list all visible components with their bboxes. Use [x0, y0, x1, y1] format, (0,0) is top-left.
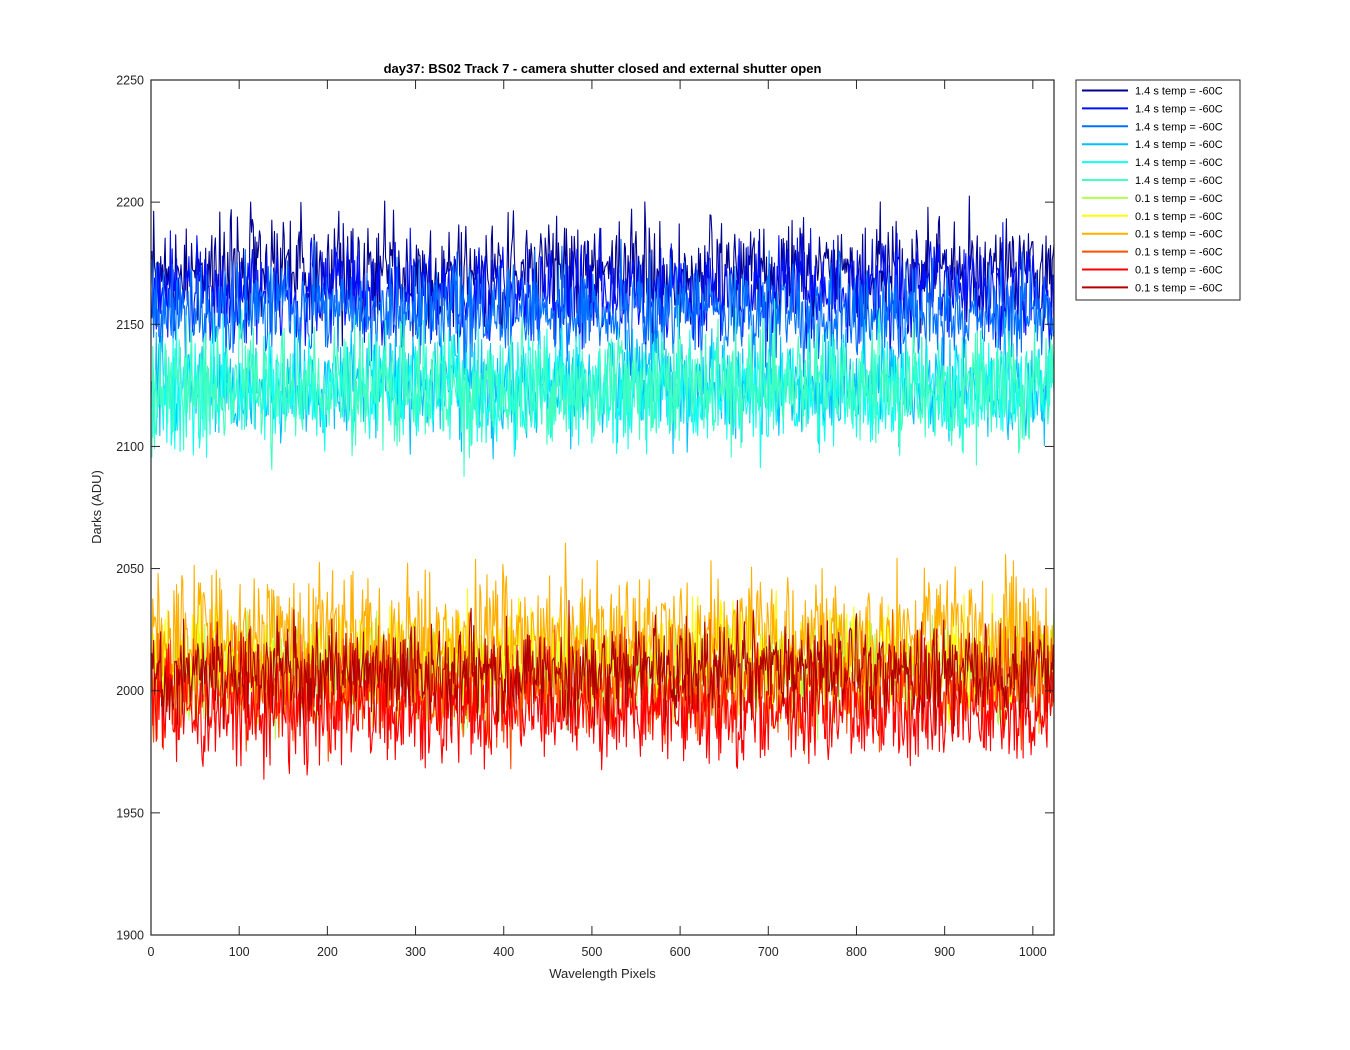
x-tick-label: 100	[229, 945, 250, 959]
series-layer	[151, 195, 1055, 780]
legend-box	[1075, 79, 1241, 301]
legend-label: 1.4 s temp = -60C	[1135, 103, 1223, 115]
x-tick-label: 0	[148, 945, 155, 959]
x-axis-label: Wavelength Pixels	[549, 966, 656, 981]
legend-label: 1.4 s temp = -60C	[1135, 157, 1223, 169]
y-tick-label: 2050	[116, 562, 144, 576]
legend-label: 0.1 s temp = -60C	[1135, 229, 1223, 241]
legend-label: 1.4 s temp = -60C	[1135, 86, 1223, 98]
plot-area	[151, 80, 1054, 935]
x-tick-label: 500	[581, 945, 602, 959]
legend-label: 0.1 s temp = -60C	[1135, 193, 1223, 205]
x-tick-label: 400	[493, 945, 514, 959]
legend-label: 0.1 s temp = -60C	[1135, 211, 1223, 223]
y-tick-label: 2200	[116, 196, 144, 210]
x-tick-label: 600	[670, 945, 691, 959]
legend-label: 0.1 s temp = -60C	[1135, 247, 1223, 259]
y-tick-label: 1900	[116, 929, 144, 943]
chart-title: day37: BS02 Track 7 - camera shutter clo…	[384, 61, 822, 76]
x-tick-label: 700	[758, 945, 779, 959]
series-line-3	[151, 238, 1055, 381]
y-axis-label: Darks (ADU)	[89, 470, 104, 544]
legend-entries: 1.4 s temp = -60C 1.4 s temp = -60C 1.4 s …	[1082, 86, 1223, 294]
legend-label: 1.4 s temp = -60C	[1135, 175, 1223, 187]
y-tick-label: 2150	[116, 318, 144, 332]
axes-box	[150, 79, 1055, 936]
legend-label: 1.4 s temp = -60C	[1135, 139, 1223, 151]
legend-label: 0.1 s temp = -60C	[1135, 282, 1223, 294]
x-tick-label: 300	[405, 945, 426, 959]
x-tick-label: 1000	[1019, 945, 1047, 959]
legend-label: 1.4 s temp = -60C	[1135, 121, 1223, 133]
legend-label: 0.1 s temp = -60C	[1135, 265, 1223, 277]
tick-labels-layer: 0 100 200 300 400 500 600 700 800 900 1000 1900 1950…	[116, 74, 1047, 960]
series-line-12	[151, 599, 1055, 737]
y-tick-label: 1950	[116, 806, 144, 820]
x-tick-label: 200	[317, 945, 338, 959]
x-tick-label: 800	[846, 945, 867, 959]
y-tick-label: 2000	[116, 684, 144, 698]
series-line-6	[151, 298, 1055, 477]
x-tick-label: 900	[934, 945, 955, 959]
legend: 1.4 s temp = -60C 1.4 s temp = -60C 1.4 s …	[1075, 79, 1241, 301]
y-tick-label: 2100	[116, 440, 144, 454]
y-tick-label: 2250	[116, 74, 144, 88]
